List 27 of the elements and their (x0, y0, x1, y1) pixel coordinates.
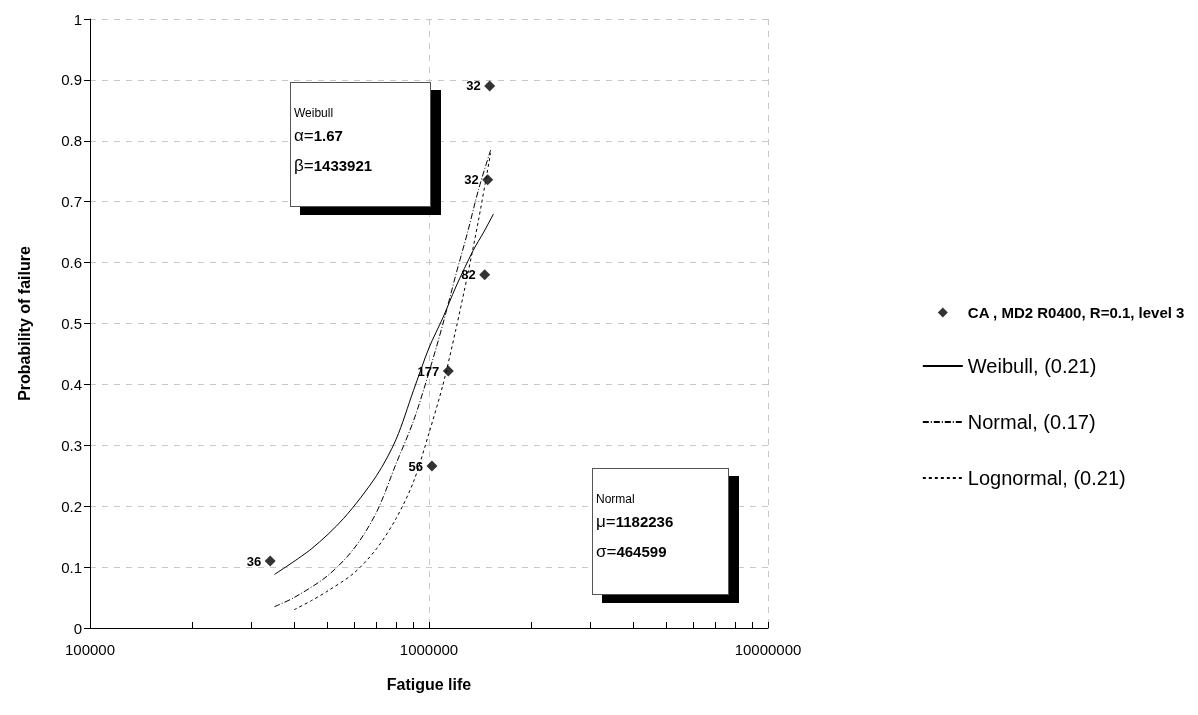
y-tick-label: 0.4 (61, 375, 82, 393)
x-tick-label: 1000000 (399, 641, 459, 658)
x-tick-label: 10000000 (734, 641, 802, 658)
annotation: 82 (461, 267, 476, 283)
y-tick-label: 0.8 (61, 132, 82, 150)
y-tick-label: 0.9 (61, 71, 82, 89)
annotation: 32 (464, 172, 479, 188)
y-tick-label: 0.6 (61, 254, 82, 272)
y-axis-title: Probability of failure (15, 246, 33, 401)
legend-label: Weibull, (0.21) (967, 355, 1097, 377)
y-tick-label: 0 (73, 619, 82, 637)
y-tick-label: 0.7 (61, 193, 82, 211)
y-tick-label: 1 (73, 10, 82, 28)
annotation: 32 (466, 78, 481, 94)
legend-label: CA , MD2 R0400, R=0.1, level 3 (967, 304, 1185, 321)
legend-label: Normal, (0.17) (967, 411, 1096, 433)
y-tick-label: 0.5 (61, 315, 82, 332)
x-tick-label: 100000 (64, 641, 116, 658)
annotation: 56 (408, 458, 423, 474)
y-tick-label: 0.3 (61, 436, 82, 454)
legend-label: Lognormal, (0.21) (967, 467, 1126, 489)
y-tick-label: 0.2 (61, 497, 82, 515)
annotation: Weibull α=1.67 β=1433921 (294, 105, 374, 175)
annotation: Normal μ=1182236 σ=464599 (596, 491, 675, 561)
y-tick-label: 0.1 (61, 558, 82, 576)
annotation: 36 (246, 553, 262, 569)
x-axis-title: Fatigue life (386, 675, 472, 693)
